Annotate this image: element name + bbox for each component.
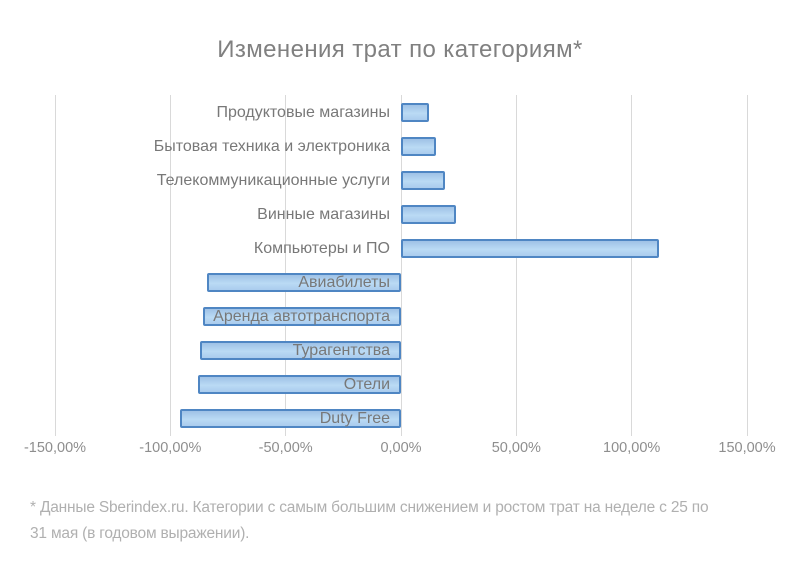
footnote-line: 31 мая (в годовом выражении).: [30, 525, 250, 542]
bar: [401, 137, 436, 157]
gridline: [400, 95, 402, 436]
x-axis-tick-label: -50,00%: [258, 440, 313, 456]
category-label: Авиабилеты: [298, 273, 390, 291]
footnote-line: * Данные Sberindex.ru. Категории с самым…: [30, 499, 709, 516]
footnote: * Данные Sberindex.ru. Категории с самым…: [30, 495, 778, 547]
bar: [401, 171, 445, 191]
bar: [200, 341, 401, 361]
x-axis-tick-label: 150,00%: [718, 440, 776, 456]
x-axis-tick-label: -150,00%: [23, 440, 87, 456]
bar: [401, 103, 429, 123]
gridline: [515, 95, 517, 436]
x-axis-tick-label: 50,00%: [491, 440, 541, 456]
x-axis-tick-label: 100,00%: [603, 440, 661, 456]
gridline: [285, 95, 287, 436]
bar: [207, 273, 401, 293]
bar: [198, 375, 401, 395]
category-label: Продуктовые магазины: [216, 103, 390, 121]
category-label: Компьютеры и ПО: [253, 239, 390, 257]
x-axis-tick-label: -100,00%: [139, 440, 202, 456]
bar: [401, 205, 457, 225]
category-label: Бытовая техника и электроника: [153, 137, 390, 155]
category-label: Отели: [343, 375, 390, 393]
gridline: [54, 95, 56, 436]
category-label: Duty Free: [319, 409, 390, 427]
gridline: [746, 95, 748, 436]
bar: [179, 409, 401, 429]
category-label: Турагентства: [292, 341, 390, 359]
x-axis-tick-label: 0,00%: [380, 440, 422, 456]
bar: [401, 239, 660, 259]
bar: [202, 307, 401, 327]
gridline: [169, 95, 171, 436]
category-label: Аренда автотранспорта: [213, 307, 390, 325]
category-label: Винные магазины: [257, 205, 390, 223]
gridline: [631, 95, 633, 436]
chart-title: Изменения трат по категориям*: [217, 36, 583, 63]
category-label: Телекоммуникационные услуги: [156, 171, 390, 189]
